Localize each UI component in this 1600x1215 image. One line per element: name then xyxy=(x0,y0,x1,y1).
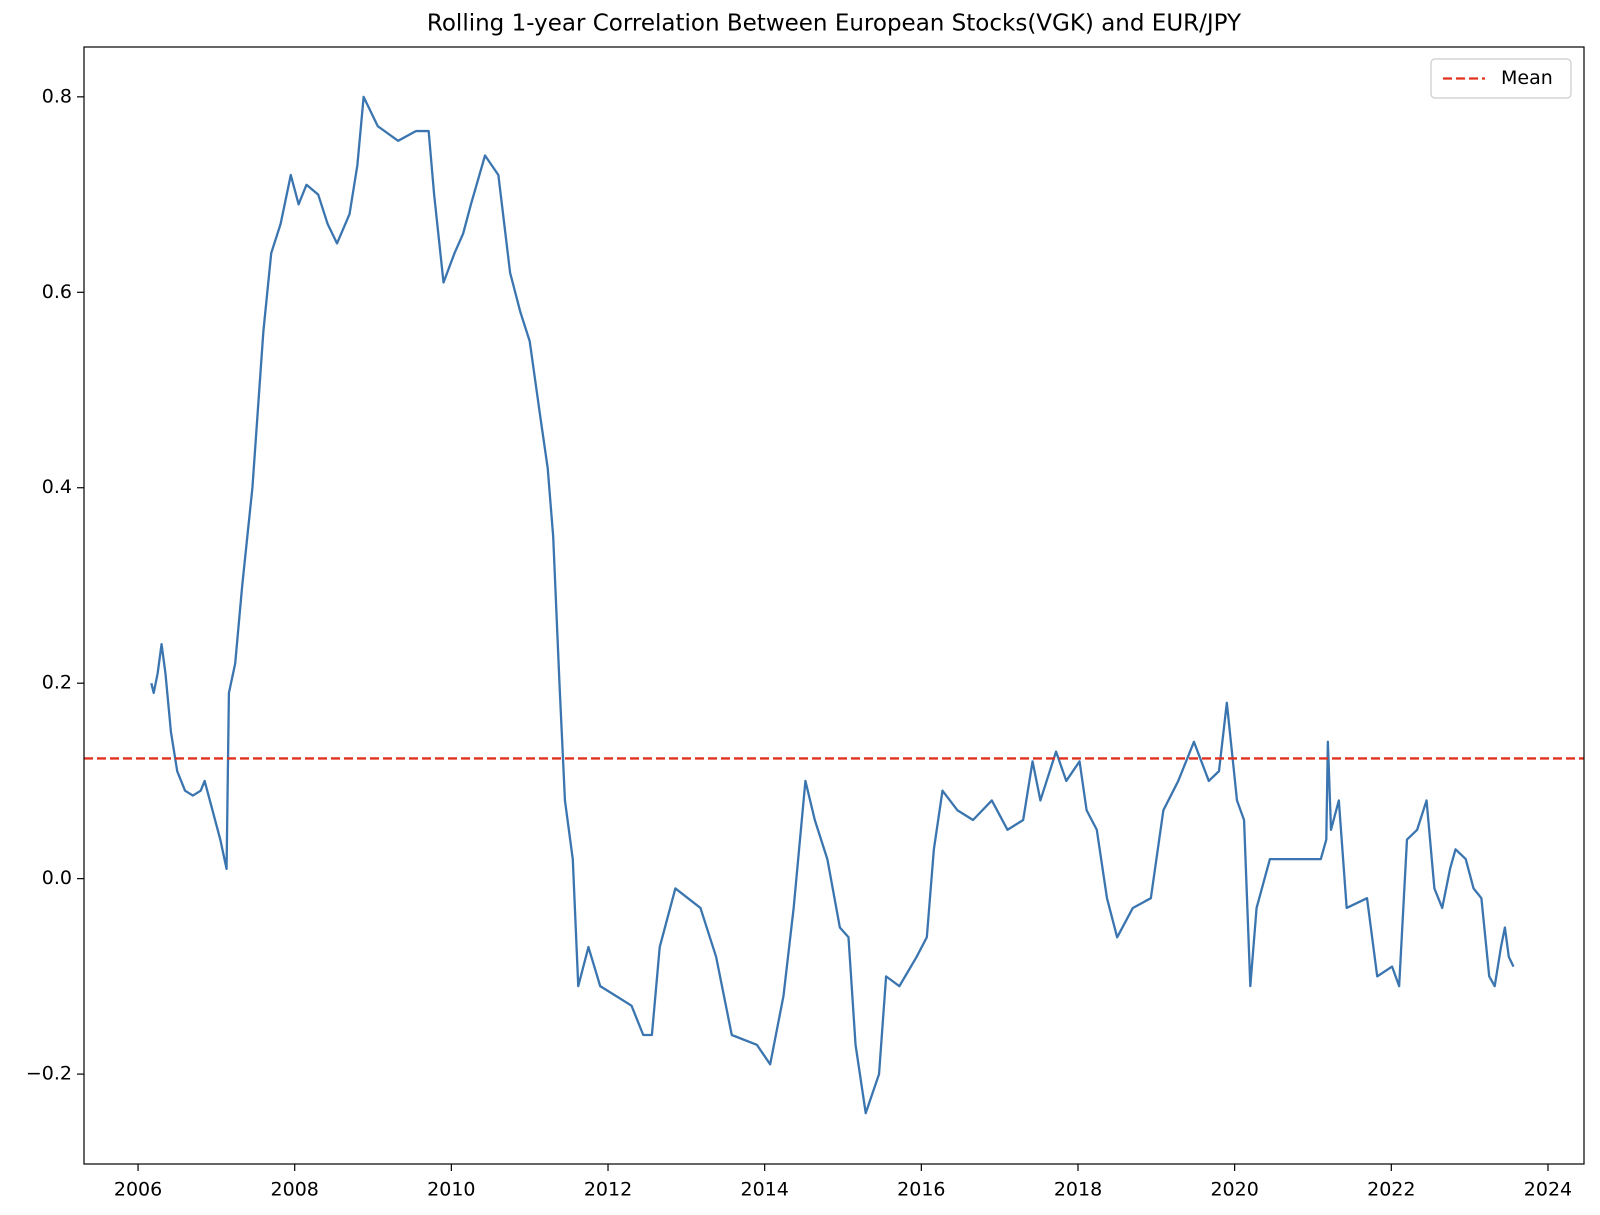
x-tick-label: 2024 xyxy=(1524,1179,1572,1201)
plot-frame xyxy=(83,46,1585,1165)
y-tick-label: 0.6 xyxy=(42,281,72,303)
legend-label: Mean xyxy=(1501,67,1553,89)
x-tick-label: 2008 xyxy=(271,1179,319,1201)
y-tick-label: 0.4 xyxy=(42,476,72,498)
y-tick-label: −0.2 xyxy=(26,1063,72,1085)
y-tick-label: 0.0 xyxy=(42,867,72,889)
x-tick-label: 2016 xyxy=(897,1179,945,1201)
y-tick-label: 0.2 xyxy=(42,672,72,694)
x-tick-label: 2018 xyxy=(1054,1179,1102,1201)
data-line xyxy=(150,95,1515,1115)
x-tick-label: 2022 xyxy=(1367,1179,1415,1201)
chart-title: Rolling 1-year Correlation Between Europ… xyxy=(427,11,1242,37)
legend-box xyxy=(1430,58,1572,99)
x-tick-label: 2010 xyxy=(427,1179,475,1201)
x-tick-label: 2012 xyxy=(584,1179,632,1201)
x-tick-label: 2014 xyxy=(740,1179,788,1201)
y-tick-label: 0.8 xyxy=(42,85,72,107)
x-tick-label: 2020 xyxy=(1210,1179,1258,1201)
x-tick-label: 2006 xyxy=(114,1179,162,1201)
